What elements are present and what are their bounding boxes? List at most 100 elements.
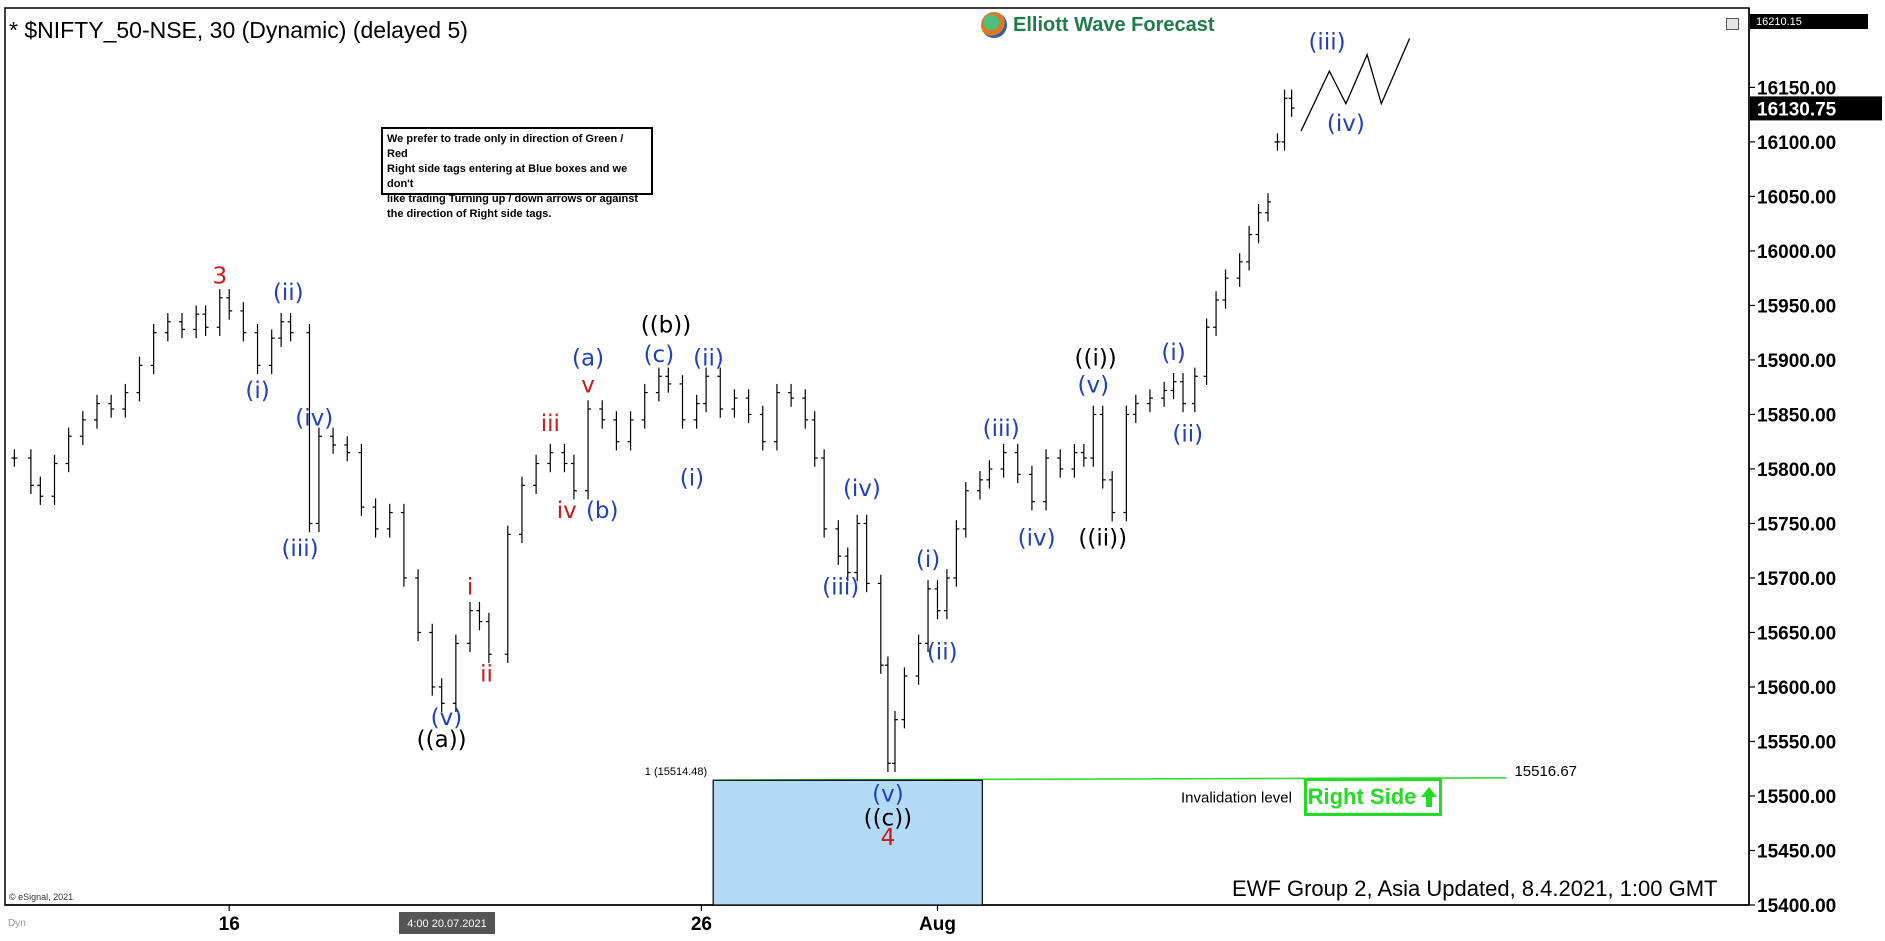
blue-box-zone	[712, 779, 983, 906]
wave-label: (ii)	[927, 640, 958, 666]
price-bar	[943, 569, 950, 620]
wave-label: (iii)	[281, 536, 318, 562]
y-tick-label: 16000.00	[1757, 242, 1836, 263]
window-restore-button[interactable]	[1726, 18, 1739, 30]
price-bar	[953, 520, 960, 587]
price-bar	[811, 411, 818, 467]
y-tick-label: 15650.00	[1757, 623, 1836, 644]
wave-label: ii	[480, 662, 493, 688]
price-bar	[986, 460, 993, 489]
y-tick-label: 15400.00	[1757, 896, 1836, 917]
price-bar	[731, 389, 738, 418]
price-bars	[11, 89, 1295, 773]
price-bar	[1236, 253, 1243, 287]
wave-label: ((i))	[1075, 345, 1117, 371]
price-bar	[37, 476, 44, 505]
price-bar	[717, 367, 724, 418]
price-bar	[1281, 89, 1288, 151]
price-bar	[216, 289, 223, 336]
price-bar	[1222, 269, 1229, 309]
price-bar	[802, 389, 809, 429]
price-bar	[202, 305, 209, 336]
price-bar	[226, 289, 233, 320]
wave-label: (i)	[680, 465, 704, 491]
wave-label: (ii)	[693, 345, 724, 371]
price-bar	[1255, 204, 1262, 244]
price-bar	[1213, 291, 1220, 336]
note-line: We prefer to trade only in direction of …	[387, 133, 624, 160]
wave-label: (i)	[916, 547, 940, 573]
price-bar	[79, 411, 86, 445]
price-bar	[287, 313, 294, 342]
price-bar	[1132, 394, 1139, 424]
wave-label: 3	[212, 264, 227, 290]
price-bar	[358, 443, 365, 516]
price-bar	[934, 580, 941, 620]
price-bar	[518, 476, 525, 544]
cursor-time-label: 4:00 20.07.2021	[407, 918, 487, 930]
price-bar	[1080, 443, 1087, 467]
wave-label: (iii)	[1308, 29, 1345, 55]
price-bar	[547, 443, 554, 473]
y-tick-label: 15450.00	[1757, 841, 1836, 862]
price-bar	[1265, 193, 1271, 222]
wave-label: ((c))	[864, 805, 913, 831]
y-tick-label: 15600.00	[1757, 678, 1836, 699]
price-bar	[372, 498, 379, 538]
price-bar	[641, 383, 648, 429]
price-bar	[1170, 373, 1177, 400]
price-bar	[665, 367, 672, 393]
y-tick-label: 15750.00	[1757, 514, 1836, 535]
globe-logo-icon	[981, 12, 1007, 38]
brand-name: Elliott Wave Forecast	[1013, 13, 1215, 36]
wave-label: (v)	[872, 781, 904, 807]
wave-label: (i)	[1161, 340, 1185, 366]
wave-label: iv	[557, 498, 577, 524]
price-bar	[925, 580, 932, 653]
price-bar	[386, 503, 393, 538]
price-bar	[570, 454, 577, 500]
last-price-value: 16130.75	[1757, 99, 1837, 120]
price-bar	[599, 400, 606, 429]
price-bar	[1191, 367, 1198, 413]
price-bar	[452, 634, 459, 713]
price-bar	[613, 411, 620, 451]
wave-label: 4	[881, 825, 896, 851]
price-bar	[467, 601, 474, 653]
price-bar	[1180, 373, 1187, 413]
chart-title: * $NIFTY_50-NSE, 30 (Dynamic) (delayed 5…	[9, 17, 468, 43]
price-bar	[585, 400, 592, 500]
price-bar	[627, 411, 634, 451]
y-tick-label: 15950.00	[1757, 296, 1836, 317]
price-bar	[150, 323, 157, 375]
price-bar	[655, 367, 662, 402]
price-bar	[745, 389, 752, 424]
top-price-tag	[1750, 14, 1868, 29]
last-price-tag	[1750, 96, 1882, 121]
brand-logo: Elliott Wave Forecast	[981, 10, 1215, 40]
price-bar	[1043, 449, 1050, 511]
price-bar	[27, 449, 34, 495]
price-bar	[679, 375, 686, 429]
copyright-text: © eSignal, 2021	[9, 892, 73, 902]
price-axis: 15400.00 15450.00 15500.00 15550.00 15600.00…	[1749, 78, 1836, 917]
invalidation-level-label: Invalidation level	[1181, 790, 1292, 807]
wave-label: (v)	[431, 705, 463, 731]
price-bar	[1288, 89, 1295, 117]
price-bar	[240, 302, 247, 342]
y-tick-label: 16050.00	[1757, 187, 1836, 208]
price-bar	[759, 405, 766, 451]
price-bar	[1246, 225, 1253, 271]
price-bar	[1028, 465, 1035, 511]
price-bar	[415, 569, 422, 642]
price-bar	[344, 436, 351, 462]
price-bar	[854, 514, 861, 582]
wave-label: ((a))	[417, 727, 467, 753]
chart-frame	[4, 7, 1750, 906]
right-side-label: Right Side	[1307, 784, 1417, 809]
price-bar	[533, 454, 540, 495]
y-tick-label: 15500.00	[1757, 787, 1836, 808]
trading-note: We prefer to trade only in direction of …	[381, 127, 653, 220]
wave-label: (ii)	[1172, 422, 1203, 448]
